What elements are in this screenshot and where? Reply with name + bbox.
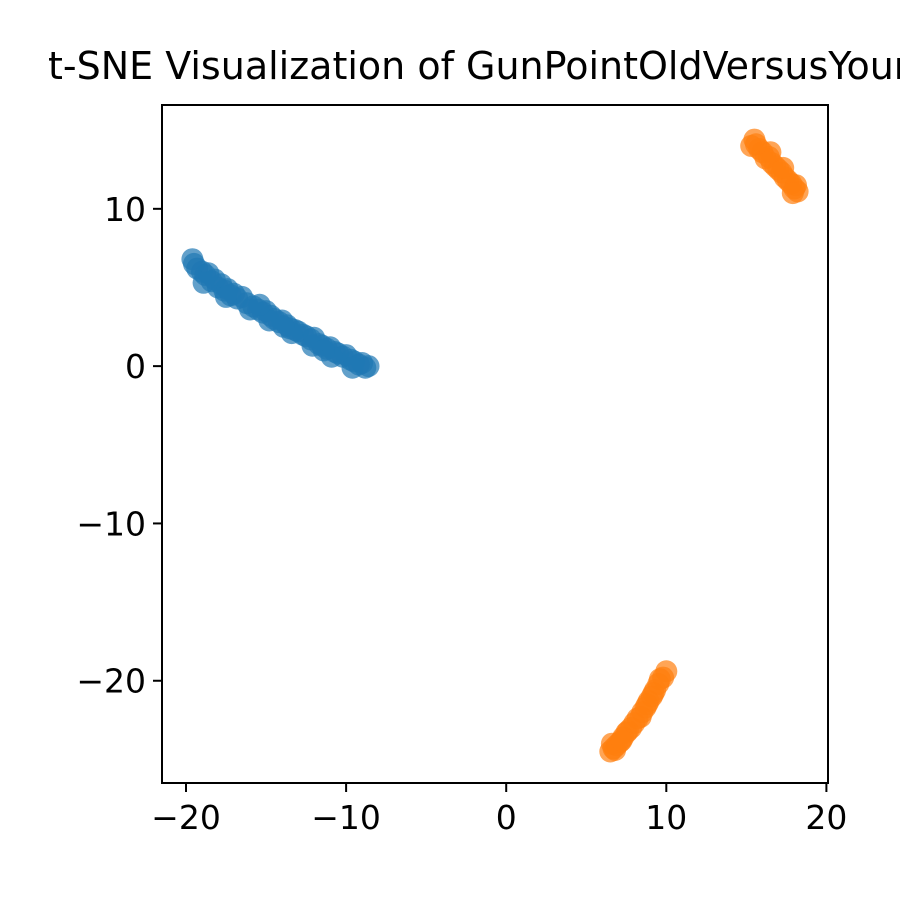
scatter-point-1-41: [642, 682, 665, 705]
scatter-point-1-16: [772, 156, 795, 179]
x-tick-label: −10: [311, 798, 381, 837]
y-tick-label: −20: [76, 662, 146, 701]
y-tick-label: 0: [125, 347, 146, 386]
scatter-point-1-44: [600, 732, 623, 755]
scatter-point-0-56: [312, 339, 335, 362]
plot-area-frame: [161, 104, 829, 784]
scatter-point-1-18: [745, 133, 767, 156]
chart-title: t-SNE Visualization of GunPointOldVersus…: [48, 44, 900, 88]
scatter-point-1-42: [629, 705, 652, 728]
scatter-point-0-57: [183, 252, 205, 275]
scatter-points: [181, 128, 809, 763]
x-tick-label: 10: [645, 798, 687, 837]
scatter-point-0-53: [341, 356, 364, 379]
x-tick-label: 0: [496, 798, 517, 837]
scatter-point-0-55: [272, 315, 295, 338]
scatter-point-0-46: [192, 271, 215, 294]
x-tick-label: −20: [151, 798, 221, 837]
x-axis: −20 −10 0 10 20: [151, 783, 847, 837]
scatter-point-0-54: [248, 293, 271, 316]
scatter-point-0-47: [215, 285, 237, 308]
y-tick-label: −10: [76, 504, 146, 543]
y-tick-label: 10: [104, 190, 146, 229]
scatter-point-0-45: [357, 355, 380, 378]
scatter-point-1-19: [781, 182, 804, 205]
x-tick-label: 20: [805, 798, 847, 837]
y-axis: −20 −10 0 10: [76, 190, 162, 701]
